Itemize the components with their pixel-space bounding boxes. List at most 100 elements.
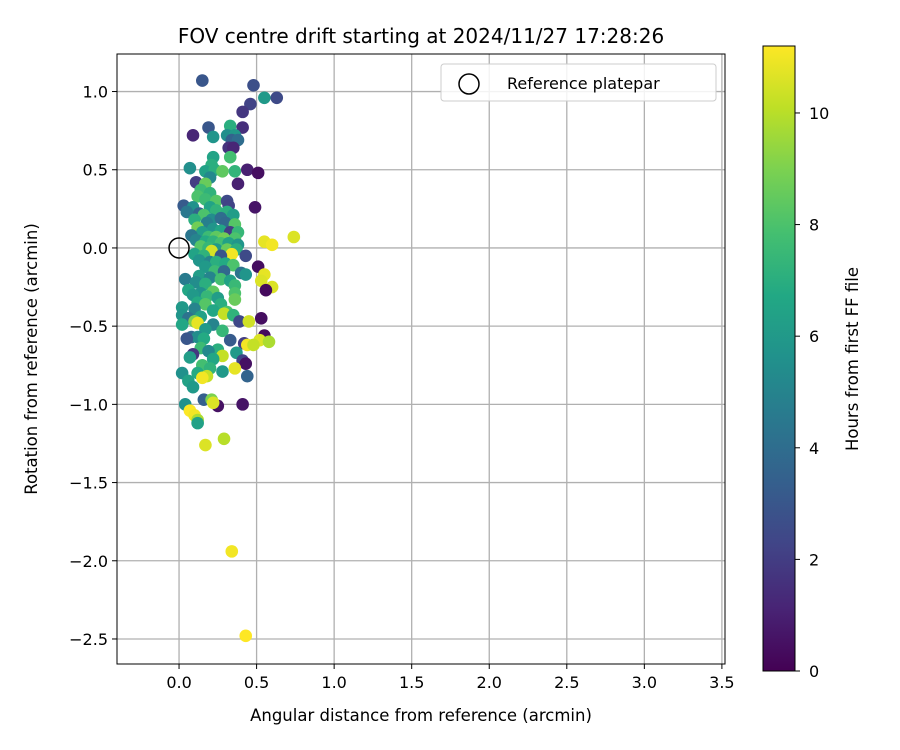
- colorbar-tick-label: 10: [809, 104, 829, 123]
- y-tick-label: 0.0: [83, 239, 108, 258]
- data-point: [206, 304, 220, 317]
- data-point: [228, 165, 242, 178]
- legend-box: [440, 63, 717, 102]
- colorbar-tick-label: 4: [809, 439, 819, 458]
- data-point: [240, 369, 254, 383]
- data-point: [251, 166, 265, 180]
- data-point: [217, 307, 231, 320]
- data-point: [216, 165, 229, 178]
- plot-frame: [116, 53, 726, 665]
- y-tick-label: 1.0: [83, 83, 108, 102]
- data-point: [236, 398, 249, 411]
- data-point: [180, 205, 194, 219]
- data-point: [287, 230, 301, 244]
- x-axis: 0.0 0.5 1.0 1.5 2.0 2.5 3.0 3.5: [166, 664, 735, 692]
- x-tick-label: 0.0: [166, 673, 191, 692]
- data-point: [216, 324, 229, 338]
- data-point: [202, 121, 215, 134]
- data-point: [239, 268, 253, 281]
- data-point: [191, 416, 204, 430]
- x-tick-label: 2.5: [554, 673, 579, 692]
- data-point: [240, 163, 254, 177]
- data-point: [239, 249, 253, 263]
- data-point: [228, 293, 242, 306]
- data-point: [189, 276, 203, 289]
- data-point: [180, 332, 194, 345]
- data-point: [199, 438, 212, 452]
- data-point: [186, 380, 200, 394]
- data-point: [206, 130, 220, 144]
- data-point: [186, 129, 200, 142]
- colorbar: [762, 45, 796, 672]
- y-tick-label: −2.5: [69, 630, 108, 649]
- data-point: [258, 91, 271, 105]
- data-point: [254, 312, 268, 325]
- x-tick-label: 3.5: [709, 673, 734, 692]
- data-point: [227, 258, 240, 272]
- data-point: [247, 78, 260, 92]
- data-point: [199, 322, 212, 336]
- colorbar-tick-label: 6: [809, 327, 819, 346]
- x-tick-label: 2.0: [477, 673, 502, 692]
- data-point: [199, 260, 212, 274]
- x-tick-label: 1.5: [399, 673, 424, 692]
- y-axis: 1.0 0.5 0.0 −0.5 −1.0 −1.5 −2.0 −2.5: [69, 83, 117, 649]
- legend-marker: [458, 73, 480, 95]
- data-point: [254, 274, 268, 288]
- data-point: [196, 74, 209, 87]
- data-point: [236, 121, 249, 134]
- data-point: [183, 161, 197, 175]
- chart-title: FOV centre drift starting at 2024/11/27 …: [178, 24, 664, 48]
- data-point: [239, 357, 253, 370]
- data-point: [206, 396, 220, 410]
- x-tick-label: 3.0: [632, 673, 657, 692]
- y-axis-label: Rotation from reference (arcmin): [22, 223, 41, 495]
- y-tick-label: −1.0: [69, 395, 108, 414]
- data-point: [227, 208, 240, 222]
- legend: Reference platepar: [440, 63, 717, 102]
- data-points: [175, 74, 301, 643]
- data-point: [216, 365, 229, 378]
- data-point: [231, 177, 245, 191]
- y-tick-label: 0.5: [83, 161, 108, 180]
- data-point: [199, 277, 212, 291]
- colorbar-tick-label: 2: [809, 550, 819, 569]
- data-point: [259, 283, 273, 297]
- colorbar-tick-label: 8: [809, 216, 819, 235]
- data-point: [239, 629, 253, 643]
- reference-platepar-marker: [168, 237, 190, 259]
- data-point: [262, 335, 276, 349]
- data-point: [214, 272, 228, 286]
- data-point: [217, 432, 231, 446]
- colorbar-tick-label: 0: [809, 662, 819, 681]
- x-axis-label: Angular distance from reference (arcmin): [250, 706, 592, 725]
- data-point: [196, 371, 209, 385]
- data-point: [225, 545, 239, 558]
- data-point: [175, 318, 189, 331]
- colorbar-label: Hours from first FF file: [843, 267, 862, 451]
- grid-lines: [117, 54, 725, 664]
- data-point: [223, 333, 237, 347]
- data-point: [209, 255, 223, 269]
- colorbar-ticks: 0 2 4 6 8 10: [795, 104, 829, 681]
- data-point: [236, 105, 249, 119]
- y-tick-label: −1.5: [69, 474, 108, 493]
- data-point: [244, 97, 257, 111]
- legend-label: Reference platepar: [507, 74, 660, 93]
- data-point: [223, 150, 237, 164]
- data-point: [270, 91, 284, 105]
- data-point: [183, 351, 197, 364]
- y-tick-label: −2.0: [69, 552, 108, 571]
- data-point: [233, 315, 246, 328]
- x-tick-label: 1.0: [321, 673, 346, 692]
- y-tick-label: −0.5: [69, 317, 108, 336]
- x-tick-label: 0.5: [244, 673, 269, 692]
- data-point: [228, 362, 242, 375]
- data-point: [178, 272, 192, 286]
- data-point: [225, 247, 239, 261]
- data-point: [265, 238, 279, 252]
- data-point: [248, 200, 262, 214]
- data-point: [247, 338, 260, 352]
- data-point: [242, 315, 256, 328]
